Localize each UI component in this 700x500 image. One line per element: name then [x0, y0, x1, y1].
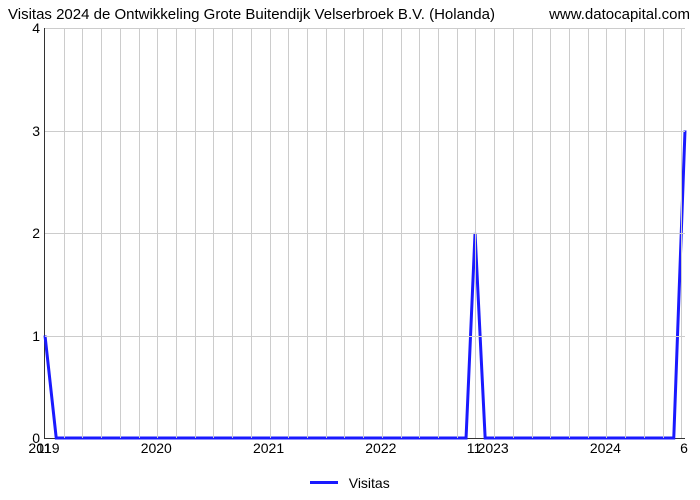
gridline-vertical [363, 28, 364, 438]
gridline-vertical [139, 28, 140, 438]
x-tick-label: 2024 [590, 440, 621, 456]
chart-plot-area [44, 28, 685, 439]
gridline-vertical [176, 28, 177, 438]
legend-swatch [310, 481, 338, 484]
gridline-vertical [344, 28, 345, 438]
data-point-label: 11 [467, 440, 482, 456]
gridline-vertical [270, 28, 271, 438]
gridline-vertical [101, 28, 102, 438]
y-tick-label: 2 [10, 225, 40, 241]
gridline-vertical [251, 28, 252, 438]
gridline-vertical [550, 28, 551, 438]
chart-title: Visitas 2024 de Ontwikkeling Grote Buite… [8, 6, 495, 23]
gridline-vertical [195, 28, 196, 438]
gridline-vertical [644, 28, 645, 438]
gridline-vertical [82, 28, 83, 438]
y-tick-label: 4 [10, 20, 40, 36]
gridline-vertical [494, 28, 495, 438]
gridline-vertical [307, 28, 308, 438]
watermark-text: www.datocapital.com [549, 6, 690, 23]
gridline-vertical [438, 28, 439, 438]
x-tick-label: 2020 [141, 440, 172, 456]
gridline-horizontal [45, 233, 685, 234]
gridline-vertical [569, 28, 570, 438]
data-point-label: 11 [37, 440, 52, 456]
gridline-vertical [213, 28, 214, 438]
gridline-vertical [606, 28, 607, 438]
gridline-vertical [475, 28, 476, 438]
gridline-horizontal [45, 28, 685, 29]
gridline-vertical [457, 28, 458, 438]
gridline-vertical [401, 28, 402, 438]
gridline-vertical [232, 28, 233, 438]
gridline-vertical [681, 28, 682, 438]
gridline-vertical [382, 28, 383, 438]
gridline-vertical [326, 28, 327, 438]
gridline-vertical [625, 28, 626, 438]
gridline-vertical [64, 28, 65, 438]
gridline-vertical [288, 28, 289, 438]
gridline-horizontal [45, 336, 685, 337]
gridline-vertical [157, 28, 158, 438]
chart-legend: Visitas [0, 474, 700, 492]
x-tick-label: 2022 [365, 440, 396, 456]
gridline-vertical [588, 28, 589, 438]
data-point-label: 6 [680, 440, 688, 456]
gridline-vertical [419, 28, 420, 438]
gridline-vertical [513, 28, 514, 438]
y-tick-label: 1 [10, 328, 40, 344]
legend-label: Visitas [349, 475, 390, 491]
x-tick-label: 2021 [253, 440, 284, 456]
y-tick-label: 3 [10, 123, 40, 139]
gridline-vertical [663, 28, 664, 438]
gridline-horizontal [45, 131, 685, 132]
gridline-vertical [120, 28, 121, 438]
x-tick-label: 2023 [478, 440, 509, 456]
gridline-vertical [532, 28, 533, 438]
